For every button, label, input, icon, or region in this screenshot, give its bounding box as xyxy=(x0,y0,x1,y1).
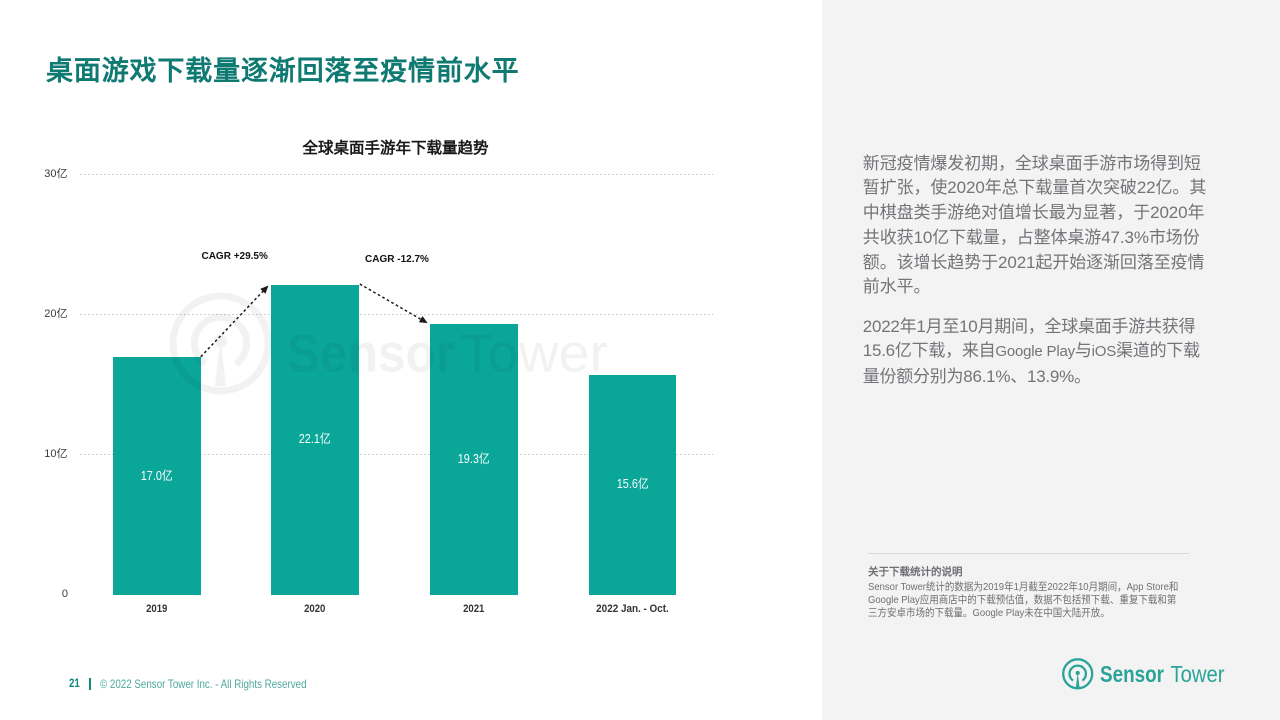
svg-text:Tower: Tower xyxy=(1171,661,1225,687)
svg-text:Sensor: Sensor xyxy=(1100,661,1164,687)
svg-text:Sensor: Sensor xyxy=(287,324,455,384)
svg-text:Tower: Tower xyxy=(460,324,608,384)
